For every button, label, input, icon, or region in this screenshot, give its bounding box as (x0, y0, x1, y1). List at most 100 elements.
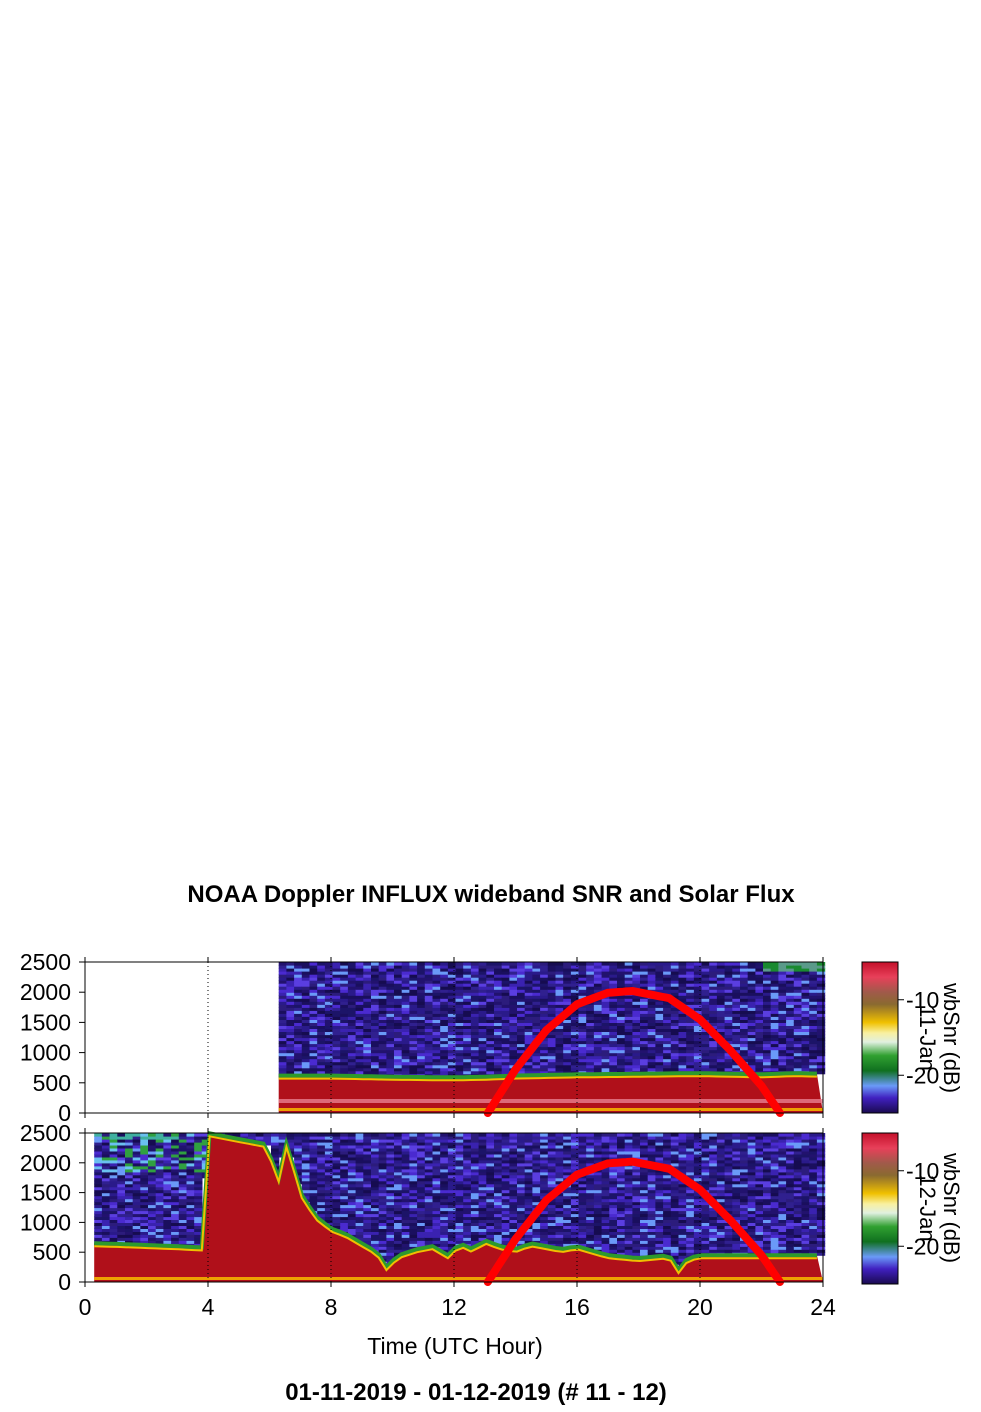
heatmap-cell (409, 1189, 418, 1194)
heatmap-cell (294, 1156, 303, 1161)
heatmap-cell (563, 1222, 572, 1226)
heatmap-cell (755, 1052, 764, 1057)
heatmap-cell (171, 1219, 180, 1223)
heatmap-cell (517, 1216, 526, 1220)
heatmap-cell (524, 1186, 533, 1191)
heatmap-cell (417, 1195, 426, 1200)
heatmap-cell (355, 1153, 364, 1158)
heatmap-cell (540, 968, 549, 972)
heatmap-cell (494, 1171, 503, 1176)
heatmap-cell (255, 1136, 264, 1140)
heatmap-cell (140, 1192, 149, 1197)
heatmap-cell (809, 1010, 818, 1014)
heatmap-cell (378, 1177, 387, 1182)
heatmap-cell (524, 1013, 533, 1017)
heatmap-cell (763, 1055, 772, 1060)
heatmap-cell (663, 1022, 672, 1026)
heatmap-cell (178, 1162, 188, 1167)
heatmap-cell (563, 1159, 572, 1164)
heatmap-cell (624, 1198, 633, 1203)
heatmap-cell (355, 1004, 364, 1008)
heatmap-cell (363, 1031, 372, 1036)
heatmap-cell (317, 1210, 326, 1215)
heatmap-cell (417, 1147, 426, 1152)
heatmap-cell (609, 1004, 618, 1008)
heatmap-cell (509, 1180, 518, 1185)
heatmap-cell (786, 962, 795, 966)
heatmap-cell (94, 1162, 103, 1167)
heatmap-cell (524, 1237, 533, 1241)
heatmap-cell (171, 1234, 180, 1238)
heatmap-cell (347, 1064, 357, 1069)
heatmap-cell (132, 1207, 141, 1212)
heatmap-cell (294, 977, 303, 981)
heatmap-cell (501, 1162, 510, 1167)
heatmap-cell (386, 1159, 395, 1164)
heatmap-cell (178, 1180, 188, 1185)
heatmap-cell (178, 1186, 188, 1191)
heatmap-cell (701, 1052, 710, 1057)
heatmap-cell (440, 1061, 449, 1066)
heatmap-cell (578, 1225, 587, 1229)
heatmap-cell (524, 1180, 533, 1185)
heatmap-cell (163, 1133, 172, 1137)
heatmap-cell (371, 1204, 380, 1209)
heatmap-cell (394, 1043, 403, 1048)
heatmap-cell (816, 1034, 826, 1039)
heatmap-cell (686, 998, 695, 1002)
heatmap-cell (440, 1219, 449, 1223)
heatmap-cell (340, 1139, 349, 1143)
heatmap-cell (601, 1037, 610, 1042)
heatmap-cell (286, 1141, 295, 1146)
heatmap-cell (732, 974, 741, 978)
heatmap-cell (709, 1001, 718, 1005)
heatmap-cell (747, 1043, 756, 1048)
heatmap-cell (163, 1231, 172, 1235)
heatmap-cell (340, 1064, 349, 1069)
heatmap-cell (524, 1177, 533, 1182)
heatmap-cell (617, 1141, 626, 1146)
heatmap-cell (194, 1141, 203, 1146)
heatmap-cell (593, 1144, 603, 1149)
heatmap-cell (470, 1195, 480, 1200)
heatmap-cell (424, 1007, 434, 1011)
heatmap-cell (271, 1136, 280, 1140)
heatmap-cell (463, 1204, 472, 1209)
heatmap-cell (517, 1186, 526, 1191)
heatmap-cell (278, 974, 287, 978)
heatmap-cell (186, 1207, 195, 1212)
heatmap-cell (447, 986, 457, 990)
heatmap-cell (340, 971, 349, 975)
heatmap-cell (317, 1025, 326, 1029)
heatmap-cell (394, 1010, 403, 1014)
heatmap-cell (401, 989, 410, 993)
heatmap-cell (517, 983, 526, 987)
heatmap-cell (524, 1004, 533, 1008)
heatmap-cell (501, 1189, 510, 1194)
heatmap-cell (601, 1186, 610, 1191)
heatmap-cell (470, 1034, 480, 1039)
heatmap-cell (363, 1159, 372, 1164)
heatmap-cell (109, 1144, 118, 1149)
heatmap-cell (148, 1165, 157, 1170)
heatmap-cell (578, 1043, 587, 1048)
heatmap-cell (286, 1016, 295, 1020)
heatmap-cell (371, 1019, 380, 1023)
heatmap-cell (793, 998, 803, 1002)
heatmap-cell (740, 1025, 749, 1029)
heatmap-cell (394, 1040, 403, 1045)
heatmap-cell (740, 998, 749, 1002)
heatmap-cell (509, 1133, 518, 1137)
heatmap-cell (347, 992, 357, 996)
heatmap-cell (463, 1136, 472, 1140)
heatmap-cell (563, 998, 572, 1002)
heatmap-cell (747, 1055, 756, 1060)
heatmap-cell (278, 992, 287, 996)
heatmap-cell (401, 1052, 410, 1057)
heatmap-cell (417, 1201, 426, 1206)
heatmap-cell (94, 1183, 103, 1188)
heatmap-cell (347, 986, 357, 990)
heatmap-cell (394, 1025, 403, 1029)
heatmap-cell (763, 1028, 772, 1032)
heatmap-cell (470, 965, 480, 969)
